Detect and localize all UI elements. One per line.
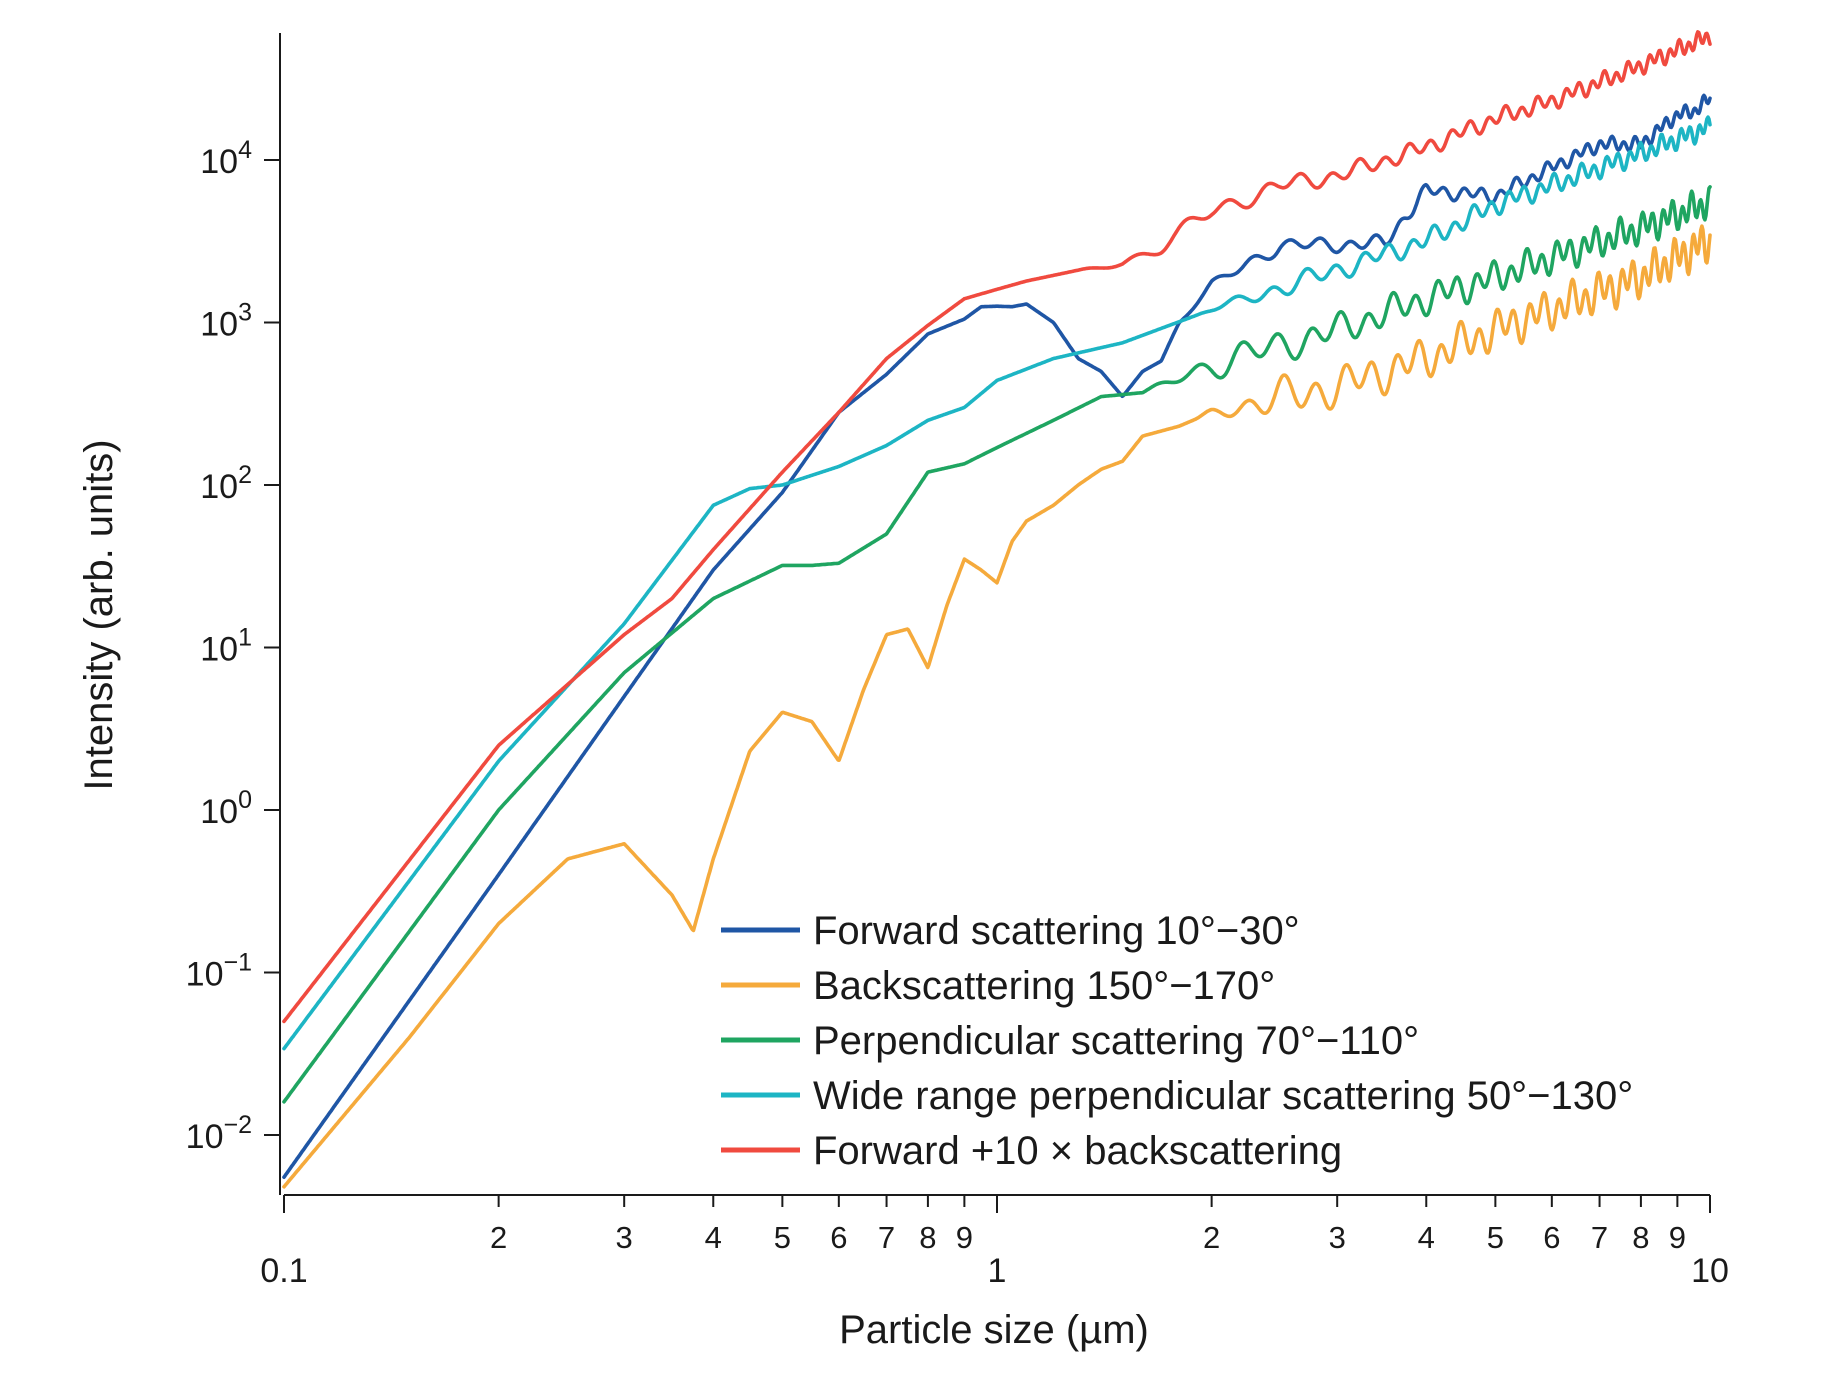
- x-minor-tick-label: 3: [1329, 1220, 1346, 1255]
- legend-label: Forward scattering 10°−30°: [813, 909, 1300, 953]
- x-major-tick-label: 0.1: [260, 1252, 307, 1290]
- y-tick-label: 102: [200, 461, 252, 506]
- x-minor-tick-label: 8: [1632, 1220, 1649, 1255]
- series-line-4: [282, 115, 1712, 1051]
- y-tick-label: 103: [200, 299, 252, 344]
- x-major-tick-label: 1: [988, 1252, 1007, 1290]
- y-axis-label: Intensity (arb. units): [77, 439, 121, 790]
- x-minor-tick-label: 8: [919, 1220, 936, 1255]
- x-minor-tick-label: 6: [1543, 1220, 1560, 1255]
- x-major-tick-label: 10: [1691, 1252, 1729, 1290]
- legend-label: Perpendicular scattering 70°−110°: [813, 1019, 1419, 1063]
- x-minor-tick-label: 4: [1418, 1220, 1435, 1255]
- x-minor-tick-label: 4: [705, 1220, 722, 1255]
- x-minor-tick-label: 5: [774, 1220, 791, 1255]
- legend: Forward scattering 10°−30° Backscattering…: [721, 909, 1633, 1173]
- y-tick-label: 10−2: [186, 1111, 252, 1156]
- legend-label: Forward +10 × backscattering: [813, 1129, 1342, 1173]
- x-minor-tick-label: 3: [616, 1220, 633, 1255]
- x-minor-tick-label: 7: [878, 1220, 895, 1255]
- x-minor-tick-label: 9: [1669, 1220, 1686, 1255]
- series-lines: [282, 30, 1712, 1189]
- legend-label: Wide range perpendicular scattering 50°−…: [813, 1074, 1633, 1118]
- y-ticks: 10−2 10−1 100 101 102 103 104: [186, 136, 280, 1156]
- x-ticks: 0.1 1 102 3 4 5 6 7 8 9 2 3 4 5 6 7 8 9: [260, 1195, 1729, 1290]
- x-minor-tick-label: 2: [490, 1220, 507, 1255]
- x-axis-label: Particle size (µm): [839, 1308, 1149, 1352]
- series-line-1: [282, 93, 1712, 1179]
- series-line-2: [282, 224, 1712, 1189]
- legend-label: Backscattering 150°−170°: [813, 964, 1275, 1008]
- series-line-5: [282, 30, 1712, 1024]
- x-minor-tick-label: 2: [1203, 1220, 1220, 1255]
- y-tick-label: 10−1: [186, 949, 252, 994]
- x-minor-tick-label: 6: [830, 1220, 847, 1255]
- y-tick-label: 104: [200, 136, 252, 181]
- series-line-3: [282, 185, 1712, 1104]
- x-minor-tick-label: 9: [956, 1220, 973, 1255]
- x-minor-tick-label: 7: [1591, 1220, 1608, 1255]
- y-tick-label: 101: [200, 624, 252, 669]
- x-minor-tick-label: 5: [1487, 1220, 1504, 1255]
- y-tick-label: 100: [200, 786, 252, 831]
